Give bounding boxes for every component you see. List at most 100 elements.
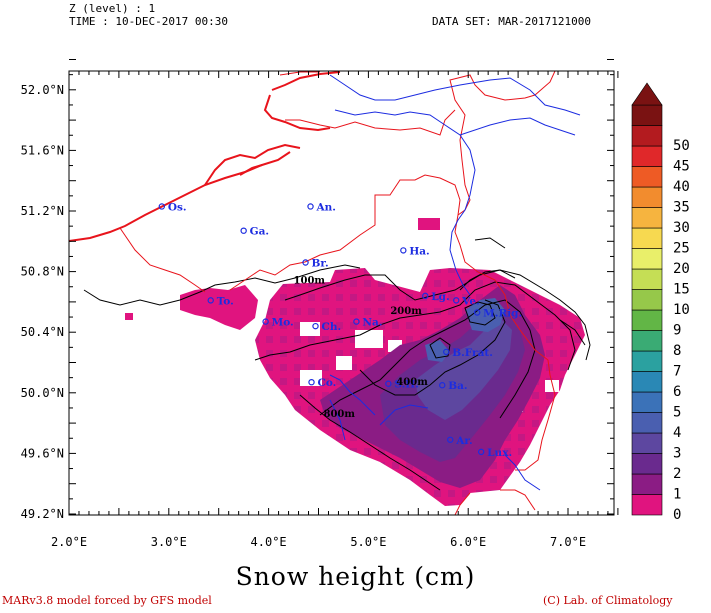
lon-label: 4.0°E [251,535,287,549]
colorbar-label: 20 [673,261,690,277]
colorbar-label: 40 [673,179,690,195]
rivers [329,74,581,491]
contour-label: 400m [396,377,428,388]
colorbar-label: 10 [673,302,690,318]
city-label: Na. [362,317,382,329]
city-marker: Ve. [453,295,480,307]
city-marker: Ar. [447,435,473,447]
city-marker: B.Frat. [443,347,493,359]
city-marker: Ga. [240,226,269,238]
city-label: Br. [312,258,329,270]
snow-patch-north [418,218,440,230]
colorbar-label: 1 [673,487,681,503]
lat-label: 50.4°N [21,325,64,339]
colorbar-swatch [631,268,663,290]
city-dot-icon [240,227,247,234]
latitude-labels: 52.0°N 51.6°N 51.2°N 50.8°N 50.4°N 50.0°N 49.6… [21,83,64,521]
city-marker: Lux. [477,447,512,459]
contour-label: 100m [294,276,326,287]
coastline [69,71,341,242]
colorbar-swatch [631,186,663,208]
lat-label: 51.2°N [21,204,64,218]
city-dot-icon [473,309,481,316]
colorbar-swatch [631,227,663,249]
snow-patch-sw [125,313,133,320]
city-marker: To. [207,295,234,307]
colorbar-swatch [631,473,663,495]
topography-contours [83,237,591,491]
city-dot-icon [400,247,407,254]
city-dot-icon [207,297,214,304]
city-marker: Br. [302,258,329,270]
city-dot-icon [422,292,429,300]
city-dot-icon [158,203,166,210]
colorbar-swatch [631,248,663,270]
colorbar-label: 25 [673,241,690,257]
city-marker: Lg. [422,291,450,303]
colorbar-swatch [631,289,663,311]
header-time: TIME : 10-DEC-2017 00:30 [69,15,228,28]
city-label: Ar. [455,435,472,447]
colorbar-label: 9 [673,323,681,339]
colorbar-swatch [631,432,663,454]
city-marker: Os. [158,201,187,213]
city-label: Ha. [409,245,429,257]
city-markers: Os. An. Ga. Br. Ha. To. Lg. Ve. Mo. Ch. Na. M.Rig. B… [158,201,522,459]
city-marker: Ch. [312,321,341,333]
city-dot-icon [477,448,485,456]
city-label: Ga. [250,226,269,238]
city-dot-icon [302,259,309,266]
colorbar-label: 2 [673,466,681,482]
city-dot-icon [385,380,392,387]
city-marker: Ba. [439,380,468,392]
colorbar-swatch [631,453,663,475]
colorbar-label: 15 [673,282,690,298]
colorbar-swatch [631,145,663,167]
lon-label: 6.0°E [450,535,486,549]
colorbar-swatch [631,494,663,516]
footer-model-credit: MARv3.8 model forced by GFS model [2,594,212,607]
city-label: Lg. [431,291,449,303]
colorbar-label: 3 [673,446,681,462]
colorbar-swatch [631,166,663,188]
axis-ticks [68,59,619,515]
map-area [69,71,591,515]
contour-label: 800m [323,409,355,420]
colorbar-label: 35 [673,200,690,216]
header-dataset: DATA SET: MAR-2017121000 [432,15,591,28]
colorbar-swatch [631,104,663,126]
map-frame [68,70,615,516]
city-dot-icon [447,436,454,443]
city-dot-icon [443,348,450,356]
colorbar-swatch [631,125,663,147]
city-label: Co. [318,377,337,389]
city-marker: Co. [308,377,337,389]
city-label: B.Frat. [452,347,493,359]
contour-labels: 100m 200m 400m 800m [294,276,429,420]
colorbar-label: 4 [673,425,681,441]
national-borders [119,71,556,515]
lon-label: 5.0°E [350,535,386,549]
city-dot-icon [353,318,360,325]
city-dot-icon [262,318,269,325]
city-label: Lux. [487,447,512,459]
city-dot-icon [308,378,315,386]
city-marker: Na. [353,317,382,329]
city-dot-icon [453,297,460,304]
longitude-labels: 2.0°E 3.0°E 4.0°E 5.0°E 6.0°E 7.0°E [51,535,586,549]
snow-field-3-4cm [415,318,512,420]
colorbar-swatch [631,391,663,413]
footer-copyright: (C) Lab. of Climatology [543,594,673,607]
colorbar-label: 5 [673,405,681,421]
lat-label: 51.6°N [21,143,64,157]
colorbar-label: 0 [673,507,681,523]
city-dot-icon [312,322,319,330]
snow-patch-west [180,285,258,330]
colorbar-swatch [631,350,663,372]
city-dot-icon [307,203,314,210]
city-label: Ba. [448,380,467,392]
city-label: An. [316,201,336,213]
colorbar-swatch [631,207,663,229]
